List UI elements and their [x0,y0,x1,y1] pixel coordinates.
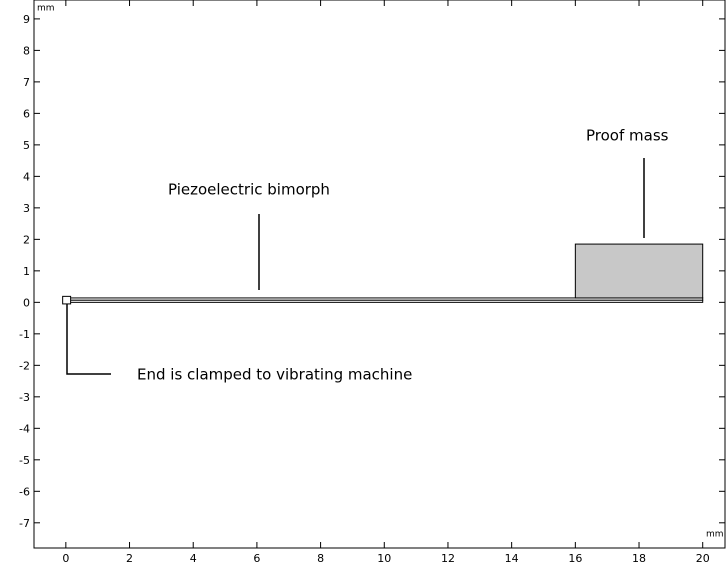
annotation: Piezoelectric bimorph [168,181,330,199]
y-tick-label: 8 [23,44,30,57]
x-tick-label: 20 [696,552,710,565]
y-tick-label: 6 [23,107,30,120]
x-tick-label: 0 [62,552,69,565]
y-tick-label: 9 [23,13,30,26]
geometry-rect [574,243,704,299]
x-tick-label: 10 [377,552,391,565]
y-tick-label: 0 [23,296,30,309]
annotation: End is clamped to vibrating machine [137,366,412,384]
x-tick-label: 14 [505,552,519,565]
leader-line [66,300,111,375]
y-unit: mm [37,4,55,14]
y-tick-label: -1 [19,328,30,341]
x-tick-label: 8 [317,552,324,565]
y-tick-label: -2 [19,359,30,372]
y-tick-label: 5 [23,139,30,152]
y-tick-label: 7 [23,76,30,89]
x-tick-label: 18 [632,552,646,565]
geometry-rect [62,295,72,305]
x-tick-label: 16 [568,552,582,565]
y-tick-label: 1 [23,265,30,278]
x-tick-label: 12 [441,552,455,565]
x-unit: mm [706,530,724,540]
x-tick-label: 6 [253,552,260,565]
y-tick-label: -3 [19,391,30,404]
y-tick-label: -6 [19,485,30,498]
y-tick-label: 2 [23,233,30,246]
y-tick-label: 4 [23,170,30,183]
y-tick-label: 3 [23,202,30,215]
annotation: Proof mass [586,127,669,145]
y-tick-label: -5 [19,454,30,467]
x-tick-label: 2 [126,552,133,565]
x-tick-label: 4 [190,552,197,565]
y-tick-label: -4 [19,422,30,435]
y-tick-label: -7 [19,517,30,530]
